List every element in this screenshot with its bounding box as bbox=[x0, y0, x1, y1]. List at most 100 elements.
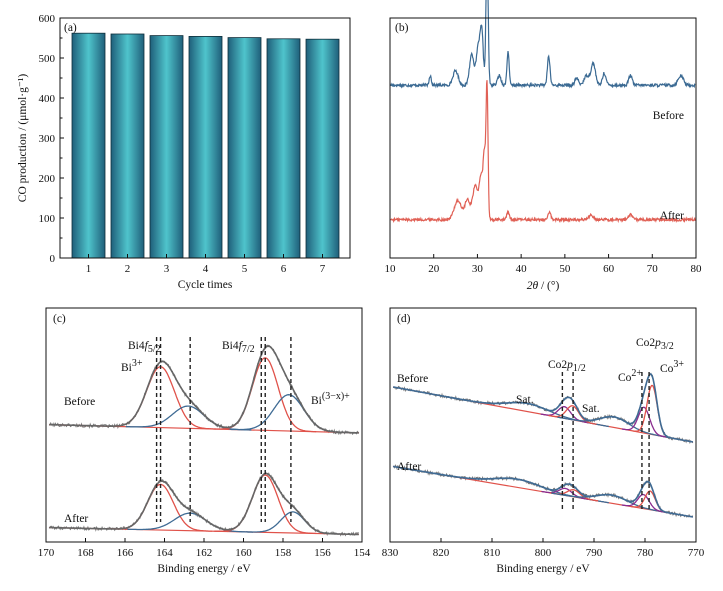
bar-cycle-2 bbox=[110, 33, 145, 259]
x-axis-title: Binding energy / eV bbox=[496, 563, 590, 575]
fit-envelope-before bbox=[49, 345, 359, 434]
x-tick-label: 164 bbox=[156, 547, 173, 559]
xps-fit-curves bbox=[48, 344, 360, 537]
panel-b: 10 20 30 40 50 60 70 80 (b) Before After 2θ / (… bbox=[385, 0, 703, 292]
peak-guide-lines bbox=[561, 372, 650, 510]
x-tick-label: 3 bbox=[164, 263, 170, 275]
y-axis-title: CO production / (μmol·g⁻¹) bbox=[17, 74, 29, 203]
component-label-bi3: Bi3+ bbox=[121, 358, 143, 374]
x-tick-label: 5 bbox=[242, 263, 248, 275]
x-tick-label: 4 bbox=[203, 263, 209, 275]
component-label-co3: Co3+ bbox=[660, 359, 684, 375]
x-tick-label: 810 bbox=[484, 547, 501, 559]
raw-spectrum-after bbox=[48, 472, 359, 537]
y-tick-label: 500 bbox=[39, 53, 56, 65]
fit-component-co3 bbox=[548, 405, 597, 425]
x-tick-label: 820 bbox=[433, 547, 450, 559]
fit-envelope-after bbox=[392, 465, 694, 518]
panel-c: 170 168 166 164 162 160 158 156 154 (c) Bi4f5/2 … bbox=[38, 307, 371, 575]
x-tick-label: 170 bbox=[38, 547, 55, 559]
peak-label-co2p12: Co2p1/2 bbox=[548, 359, 586, 374]
series-label-before: Before bbox=[397, 373, 428, 385]
bar-cycle-4 bbox=[188, 36, 223, 259]
peak-guide-lines bbox=[155, 337, 292, 522]
satellite-label-left: Sat. bbox=[516, 394, 534, 406]
x-tick-label: 154 bbox=[354, 547, 371, 559]
plot-frame bbox=[389, 17, 697, 259]
bar-series bbox=[71, 32, 340, 259]
x-tick-label: 6 bbox=[281, 263, 287, 275]
x-axis-ticks: 830 820 810 800 790 780 770 bbox=[382, 538, 705, 559]
x-tick-label: 2 bbox=[125, 263, 131, 275]
fit-component-bi3 bbox=[106, 366, 216, 430]
y-tick-label: 600 bbox=[39, 13, 56, 25]
series-label-before: Before bbox=[653, 110, 684, 122]
component-label-bi3x: Bi(3−x)+ bbox=[311, 391, 350, 407]
series-line-before bbox=[390, 0, 696, 89]
x-axis-title: 2θ / (°) bbox=[527, 280, 560, 292]
x-tick-label: 162 bbox=[196, 547, 213, 559]
y-axis-ticks: 0 100 200 300 400 500 600 bbox=[39, 13, 64, 265]
panel-label: (a) bbox=[64, 22, 77, 34]
x-tick-label: 30 bbox=[472, 263, 484, 275]
x-tick-label: 770 bbox=[688, 547, 705, 559]
bar-cycle-3 bbox=[149, 35, 184, 259]
x-axis-ticks: 1 2 3 4 5 6 7 bbox=[86, 254, 326, 275]
peak-label-co2p32: Co2p3/2 bbox=[636, 337, 674, 352]
series-label-after: After bbox=[397, 461, 421, 473]
fit-envelope-before bbox=[392, 373, 694, 443]
x-tick-label: 80 bbox=[691, 263, 703, 275]
bar-cycle-7 bbox=[305, 38, 340, 259]
panel-d: 830 820 810 800 790 780 770 (d) Co2p1/2 Co2p3/… bbox=[382, 307, 705, 575]
x-tick-label: 70 bbox=[647, 263, 659, 275]
x-tick-label: 830 bbox=[382, 547, 399, 559]
y-tick-label: 400 bbox=[39, 93, 56, 105]
xps-fit-curves bbox=[392, 372, 694, 518]
series-line-after bbox=[390, 80, 696, 224]
x-tick-label: 168 bbox=[77, 547, 94, 559]
x-tick-label: 158 bbox=[275, 547, 292, 559]
series-label-after: After bbox=[660, 210, 684, 222]
x-tick-label: 50 bbox=[559, 263, 571, 275]
component-label-co2: Co2+ bbox=[618, 368, 642, 384]
fit-component-co2 bbox=[621, 406, 667, 438]
y-tick-label: 0 bbox=[50, 253, 56, 265]
x-axis-title: Binding energy / eV bbox=[157, 563, 251, 575]
x-tick-label: 790 bbox=[586, 547, 603, 559]
fit-component-bix bbox=[245, 511, 340, 535]
x-tick-label: 60 bbox=[603, 263, 615, 275]
bar-cycle-5 bbox=[227, 37, 262, 259]
x-tick-label: 800 bbox=[535, 547, 552, 559]
bar-cycle-6 bbox=[266, 38, 301, 259]
x-axis-ticks: 170 168 166 164 162 160 158 156 154 bbox=[38, 538, 371, 559]
fit-envelope-after bbox=[49, 472, 359, 536]
x-tick-label: 7 bbox=[320, 263, 326, 275]
x-tick-label: 20 bbox=[428, 263, 440, 275]
bar-cycle-1 bbox=[71, 32, 106, 259]
peak-label-bi4f72: Bi4f7/2 bbox=[222, 340, 255, 355]
y-tick-label: 100 bbox=[39, 213, 56, 225]
series-label-after: After bbox=[64, 513, 88, 525]
x-axis-ticks: 10 20 30 40 50 60 70 80 bbox=[385, 254, 703, 275]
panel-label: (d) bbox=[397, 313, 411, 325]
x-tick-label: 40 bbox=[516, 263, 528, 275]
x-tick-label: 160 bbox=[235, 547, 252, 559]
series-label-before: Before bbox=[64, 396, 95, 408]
x-tick-label: 10 bbox=[385, 263, 397, 275]
peak-label-bi4f52: Bi4f5/2 bbox=[128, 340, 161, 355]
fit-component-co2 bbox=[621, 493, 666, 513]
panel-label: (c) bbox=[53, 313, 66, 325]
satellite-label-right: Sat. bbox=[582, 403, 600, 415]
x-tick-label: 780 bbox=[637, 547, 654, 559]
x-tick-label: 166 bbox=[117, 547, 134, 559]
y-tick-label: 200 bbox=[39, 173, 56, 185]
panel-label: (b) bbox=[395, 22, 409, 34]
x-axis-title: Cycle times bbox=[178, 279, 233, 291]
fit-component-bi3 bbox=[214, 474, 317, 535]
fit-component-co2 bbox=[541, 487, 590, 501]
x-tick-label: 1 bbox=[86, 263, 92, 275]
panel-a: 0 100 200 300 400 500 600 1 2 3 4 5 6 7 (a) Cycle ti… bbox=[17, 13, 351, 291]
y-tick-label: 300 bbox=[39, 133, 56, 145]
x-tick-label: 156 bbox=[314, 547, 331, 559]
